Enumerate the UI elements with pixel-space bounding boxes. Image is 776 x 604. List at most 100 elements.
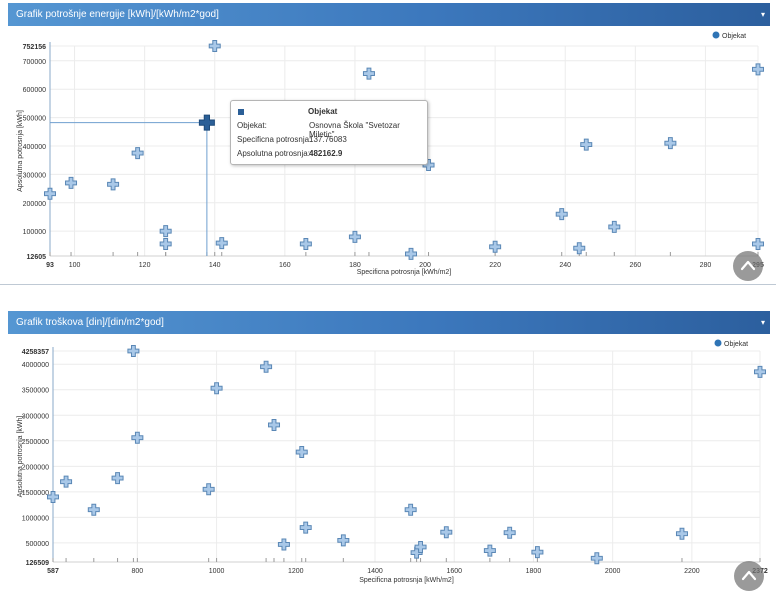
data-point[interactable] (47, 490, 59, 503)
data-point[interactable] (404, 503, 417, 516)
cost-chart-panel: Grafik troškova [din]/[din/m2*god] ▾ 126… (8, 311, 770, 597)
y-tick-label: 3500000 (22, 388, 49, 395)
x-tick-label: 140 (209, 262, 221, 269)
highlighted-data-point[interactable] (198, 114, 215, 131)
x-tick-label: 280 (700, 262, 712, 269)
data-point[interactable] (65, 176, 78, 189)
data-point[interactable] (202, 483, 215, 496)
data-point[interactable] (752, 63, 764, 76)
data-point[interactable] (131, 147, 144, 160)
cost-panel-title: Grafik troškova [din]/[din/m2*god] (16, 317, 164, 328)
data-point[interactable] (127, 345, 140, 357)
y-tick-label: 2000000 (22, 464, 49, 471)
y-tick-label: 500000 (23, 116, 46, 123)
data-point[interactable] (107, 178, 120, 191)
cost-scatter-chart: 126509 500000 1000000 1500000 2000000 2500000… (17, 339, 768, 584)
data-point[interactable] (159, 225, 172, 238)
data-point[interactable] (590, 552, 603, 565)
x-axis-title: Specificna potrosnja [kWh/m2] (357, 269, 452, 276)
data-point[interactable] (159, 237, 172, 250)
y-axis-title: Apsolutna potrosnja [kWh] (17, 110, 24, 192)
data-point[interactable] (337, 534, 350, 547)
cost-chart-body: 126509 500000 1000000 1500000 2000000 2500000… (8, 334, 770, 602)
tooltip-label-apsolutna: Apsolutna potrosnja: (237, 149, 310, 158)
scroll-to-top-button[interactable] (733, 251, 763, 281)
cost-panel-header[interactable]: Grafik troškova [din]/[din/m2*god] ▾ (8, 311, 770, 334)
x-axis-title: Specificna potrosnja [kWh/m2] (359, 577, 454, 584)
legend-marker (712, 31, 720, 39)
data-point[interactable] (131, 431, 144, 444)
x-tick-label: 160 (279, 262, 291, 269)
x-tick-label: 220 (489, 262, 501, 269)
y-tick-label: 300000 (23, 172, 46, 179)
x-tick-label: 100 (69, 262, 81, 269)
scroll-to-top-button[interactable] (734, 561, 764, 591)
chevron-up-icon (741, 570, 757, 581)
chart-legend[interactable]: Objekat (714, 339, 749, 349)
data-point[interactable] (555, 208, 568, 221)
energy-panel-title: Grafik potrošnje energije [kWh]/[kWh/m2*… (16, 9, 219, 20)
data-point[interactable] (664, 137, 677, 150)
x-tick-label: 800 (132, 568, 144, 575)
data-point[interactable] (210, 382, 223, 395)
y-tick-label: 400000 (23, 144, 46, 151)
tooltip-value-objekat: Osnovna Škola "Svetozar Miletic" (309, 121, 400, 139)
data-point[interactable] (573, 242, 586, 255)
data-point[interactable] (503, 526, 516, 539)
y-tick-label: 4258357 (22, 349, 49, 356)
data-point[interactable] (44, 187, 56, 200)
y-tick-label: 4000000 (22, 362, 49, 369)
data-point[interactable] (111, 472, 124, 485)
x-tick-label: 1600 (446, 568, 462, 575)
chevron-down-icon[interactable]: ▾ (760, 318, 765, 327)
chevron-down-icon[interactable]: ▾ (760, 10, 765, 19)
tooltip-label-specificna: Specificna potrosnja: (237, 135, 312, 144)
data-point[interactable] (531, 546, 544, 559)
data-point[interactable] (362, 67, 375, 80)
data-point[interactable] (483, 544, 496, 557)
x-tick-label: 200 (419, 262, 431, 269)
x-tick-label: 93 (46, 262, 54, 269)
legend-marker (714, 339, 722, 347)
data-point[interactable] (440, 526, 453, 539)
data-point[interactable] (414, 541, 427, 554)
data-point[interactable] (87, 503, 100, 516)
data-point[interactable] (580, 138, 593, 151)
energy-chart-panel: Grafik potrošnje energije [kWh]/[kWh/m2*… (8, 3, 770, 282)
data-point[interactable] (208, 40, 221, 52)
data-point[interactable] (752, 237, 764, 250)
data-point[interactable] (608, 220, 621, 233)
point-tooltip: Objekat Objekat: Osnovna Škola "Svetozar… (230, 100, 428, 165)
y-tick-label: 1500000 (22, 490, 49, 497)
data-point[interactable] (405, 247, 418, 260)
data-point[interactable] (489, 240, 502, 253)
data-point[interactable] (295, 446, 308, 459)
x-tick-label: 1400 (367, 568, 383, 575)
data-point[interactable] (299, 237, 312, 250)
data-point[interactable] (215, 237, 228, 250)
data-point[interactable] (754, 365, 766, 378)
x-tick-label: 2000 (605, 568, 621, 575)
legend-label: Objekat (722, 33, 746, 40)
y-tick-label: 752156 (23, 44, 46, 51)
energy-panel-header[interactable]: Grafik potrošnje energije [kWh]/[kWh/m2*… (8, 3, 770, 26)
data-point[interactable] (60, 475, 73, 488)
tooltip-value-apsolutna: 482162.9 (309, 149, 343, 158)
data-point[interactable] (675, 527, 688, 540)
data-point[interactable] (348, 230, 361, 243)
y-tick-label: 600000 (23, 87, 46, 94)
data-point[interactable] (260, 360, 273, 373)
x-tick-label: 2200 (684, 568, 700, 575)
x-tick-label: 1000 (209, 568, 225, 575)
x-tick-label: 260 (629, 262, 641, 269)
x-tick-label: 120 (139, 262, 151, 269)
data-point[interactable] (268, 418, 281, 431)
y-tick-label: 12605 (27, 254, 47, 261)
y-tick-label: 2500000 (22, 439, 49, 446)
x-tick-label: 587 (47, 568, 59, 575)
y-tick-label: 126509 (26, 560, 49, 567)
y-tick-label: 1000000 (22, 515, 49, 522)
data-point[interactable] (299, 521, 312, 534)
data-point[interactable] (277, 538, 290, 551)
chart-legend[interactable]: Objekat (712, 31, 747, 41)
